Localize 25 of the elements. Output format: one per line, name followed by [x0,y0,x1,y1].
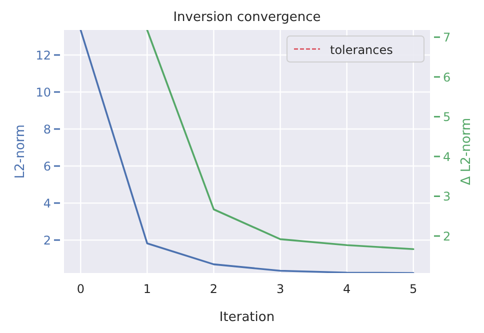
y2-axis-title: Δ L2-norm [459,118,474,186]
x-tick-label: 0 [76,282,84,296]
y-tick-label: 2 [43,234,51,248]
x-tick-label: 2 [210,282,218,296]
y2-tick-label: 4 [443,150,451,164]
x-tick-label: 4 [343,282,351,296]
line-series [80,30,414,273]
y2-tick-label: 2 [443,230,451,244]
line-series [146,30,414,250]
y-tick-label: 8 [43,122,51,137]
y2-tick-label: 3 [443,190,451,204]
y2-tick-label: 6 [443,70,451,84]
y-axis-title: L2-norm [13,124,28,179]
x-tick-label: 3 [276,282,284,296]
y-tick-label: 10 [36,86,51,100]
x-tick-label: 1 [143,282,151,296]
y2-tick-label: 7 [443,30,451,45]
y-tick-label: 6 [43,160,51,174]
x-tick-label: 5 [410,282,418,296]
legend-label: tolerances [330,43,393,57]
y2-tick-label: 5 [443,110,451,124]
chart-title: Inversion convergence [173,10,321,25]
y-tick-label: 4 [43,196,51,211]
x-axis-title: Iteration [219,310,275,325]
y-tick-label: 12 [36,48,51,62]
